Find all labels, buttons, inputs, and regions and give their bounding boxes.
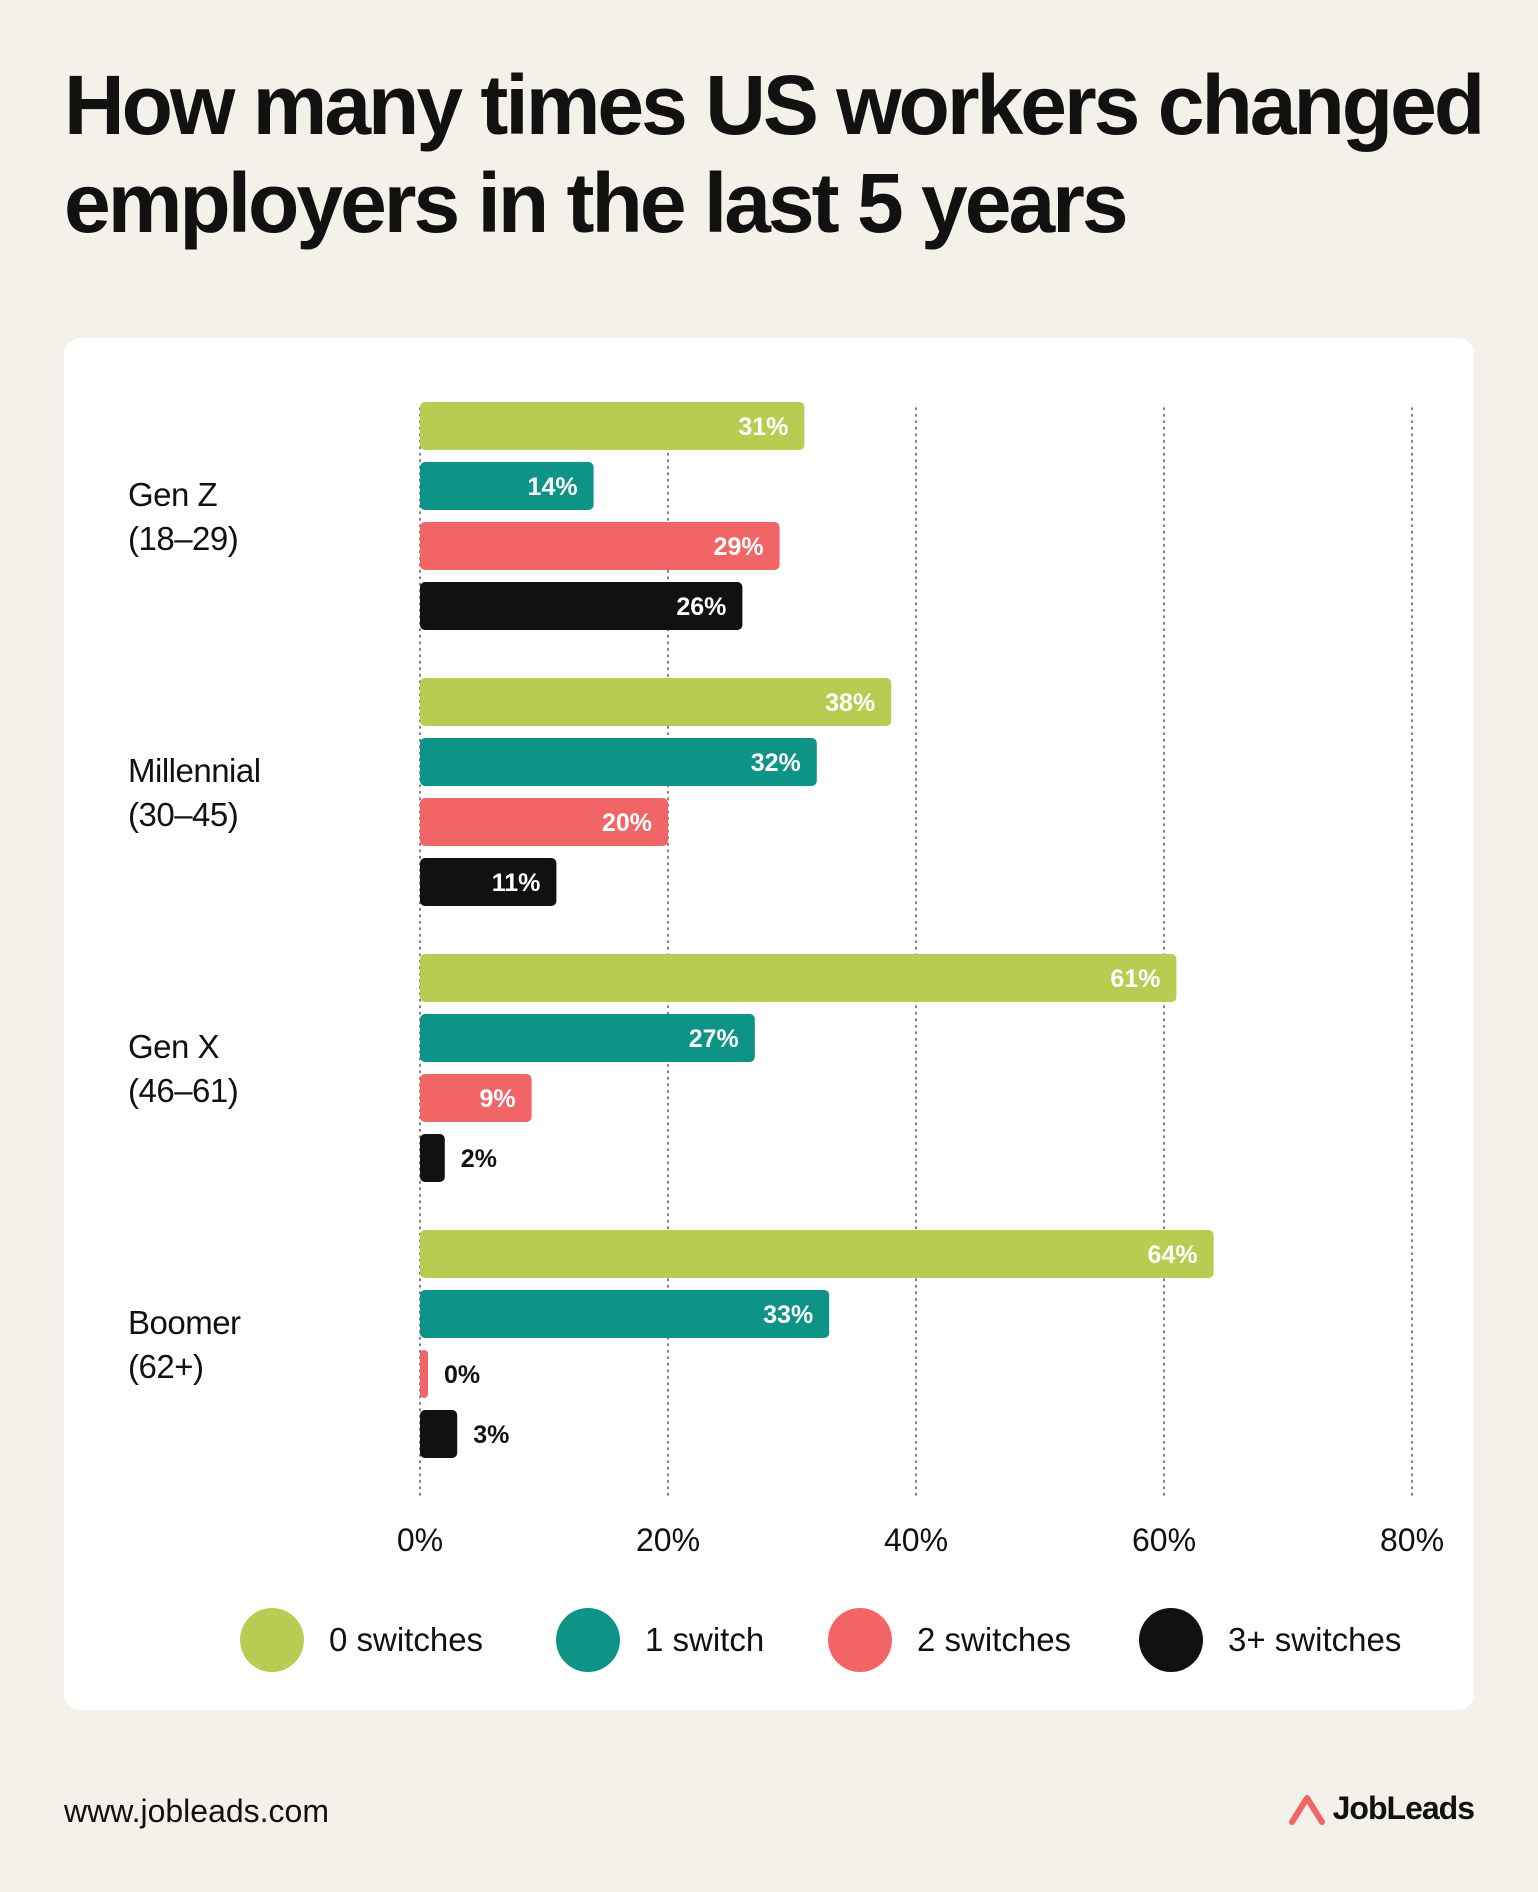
data-label: 2% [461,1145,497,1173]
legend-item: 3+ switches [1139,1608,1401,1672]
data-label: 32% [751,749,801,777]
data-label: 26% [676,593,726,621]
data-label: 38% [825,689,875,717]
chart-legend: 0 switches 1 switch 2 switches 3+ switches [64,1608,1474,1692]
data-label: 27% [689,1025,739,1053]
legend-swatch [240,1608,304,1672]
bar [420,1074,532,1122]
category-label: Boomer [128,1304,241,1341]
brand-name: JobLeads [1332,1790,1475,1826]
legend-label: 0 switches [329,1621,484,1658]
x-tick-label: 20% [636,1522,700,1558]
data-label: 31% [738,413,788,441]
category-label: (62+) [128,1348,203,1385]
data-label: 61% [1110,965,1160,993]
bar [420,582,743,630]
x-tick-label: 80% [1380,1522,1444,1558]
bar [420,1350,428,1398]
category-label: Millennial [128,752,261,789]
category-label: (18–29) [128,520,238,557]
legend-label: 2 switches [917,1621,1072,1658]
legend-swatch [556,1608,620,1672]
bar [420,798,668,846]
bar-chart: 0% 20% 40% 60% 80% Gen Z (18–29) Millennial (30–… [128,402,1444,1558]
bar [420,1410,458,1458]
data-label: 33% [763,1301,813,1329]
bar [420,954,1177,1002]
brand-logo-group: JobLeads [1288,1790,1475,1827]
data-label: 9% [479,1085,515,1113]
bar [420,678,892,726]
bar [420,462,594,510]
data-label: 64% [1148,1241,1198,1269]
legend-item: 1 switch [556,1608,764,1672]
bar [420,738,817,786]
bar [420,402,805,450]
legend-swatch [828,1608,892,1672]
x-tick-label: 40% [884,1522,948,1558]
x-tick-label: 60% [1132,1522,1196,1558]
category-label: Gen Z [128,476,218,513]
footer-url[interactable]: www.jobleads.com [64,1793,329,1829]
bar [420,522,780,570]
legend-swatch [1139,1608,1203,1672]
legend-label: 3+ switches [1228,1621,1402,1658]
bar [420,858,557,906]
bar [420,1134,445,1182]
category-label: (46–61) [128,1072,238,1109]
bar [420,1290,830,1338]
category-label: Gen X [128,1028,220,1065]
data-label: 29% [714,533,764,561]
legend-label: 1 switch [645,1621,765,1658]
jobleads-logo-icon [1288,1794,1325,1825]
data-label: 14% [528,473,578,501]
bar [420,1014,755,1062]
legend-item: 0 switches [240,1608,483,1672]
logo-mark [1288,1794,1325,1825]
chart-title: How many times US workers changed employ… [64,58,1485,250]
data-label: 11% [492,869,541,897]
bar [420,1230,1214,1278]
category-label: (30–45) [128,796,238,833]
data-label: 3% [473,1421,509,1449]
data-label: 0% [444,1361,480,1389]
data-label: 20% [602,809,652,837]
x-tick-label: 0% [397,1522,443,1558]
chart-card: 0% 20% 40% 60% 80% Gen Z (18–29) Millennial (30–… [64,338,1474,1710]
legend-item: 2 switches [828,1608,1071,1672]
